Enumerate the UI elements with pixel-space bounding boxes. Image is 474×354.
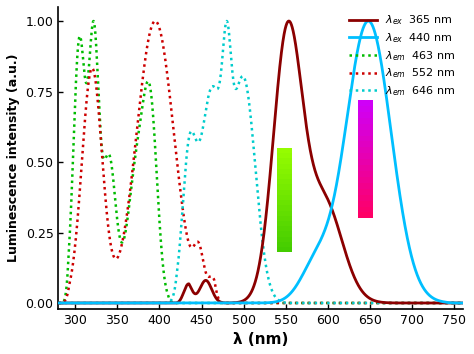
Y-axis label: Luminescence intensity (a.u.): Luminescence intensity (a.u.) bbox=[7, 53, 20, 262]
Bar bbox=[358, 136, 374, 142]
Bar bbox=[276, 153, 292, 158]
Bar bbox=[358, 147, 374, 153]
Bar bbox=[276, 195, 292, 200]
Bar bbox=[276, 200, 292, 205]
Bar bbox=[276, 184, 292, 190]
Bar bbox=[358, 189, 374, 195]
Bar bbox=[358, 118, 374, 124]
Bar bbox=[276, 169, 292, 174]
Bar bbox=[276, 164, 292, 169]
Bar bbox=[358, 195, 374, 201]
Bar bbox=[358, 183, 374, 189]
Bar bbox=[276, 179, 292, 184]
Bar bbox=[358, 130, 374, 136]
Bar bbox=[358, 212, 374, 218]
Bar bbox=[276, 190, 292, 195]
Bar bbox=[358, 171, 374, 177]
Bar bbox=[358, 112, 374, 118]
Bar bbox=[276, 174, 292, 179]
Bar bbox=[358, 153, 374, 159]
Legend: $\lambda_{ex}$  365 nm, $\lambda_{ex}$  440 nm, $\lambda_{em}$  463 nm, $\lambda: $\lambda_{ex}$ 365 nm, $\lambda_{ex}$ 44… bbox=[344, 9, 460, 103]
Bar bbox=[276, 236, 292, 242]
Bar bbox=[276, 226, 292, 232]
Bar bbox=[276, 205, 292, 211]
Bar bbox=[276, 211, 292, 216]
Bar bbox=[358, 142, 374, 147]
Bar bbox=[358, 106, 374, 112]
Bar bbox=[276, 232, 292, 236]
Bar bbox=[358, 207, 374, 212]
Bar bbox=[358, 124, 374, 130]
Bar bbox=[276, 221, 292, 226]
Bar bbox=[276, 148, 292, 153]
Bar bbox=[276, 216, 292, 221]
Bar bbox=[358, 165, 374, 171]
Bar bbox=[276, 242, 292, 247]
Bar bbox=[276, 247, 292, 252]
X-axis label: λ (nm): λ (nm) bbox=[233, 332, 288, 347]
Bar bbox=[358, 201, 374, 207]
Bar bbox=[358, 159, 374, 165]
Bar bbox=[276, 158, 292, 164]
Bar bbox=[358, 177, 374, 183]
Bar bbox=[358, 100, 374, 106]
